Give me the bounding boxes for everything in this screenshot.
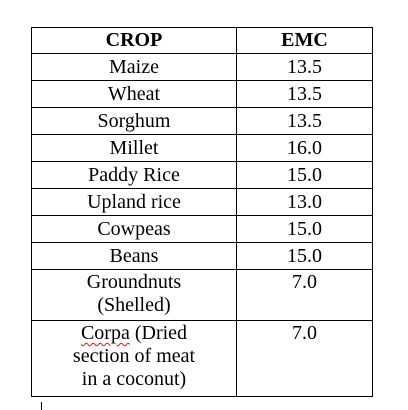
crop-cell: Sorghum [31,107,237,135]
table-row: Groundnuts (Shelled) 7.0 [31,269,373,321]
crop-cell: Paddy Rice [31,161,237,189]
table-row: Beans 15.0 [31,242,373,270]
crop-cell: Beans [31,242,237,270]
crop-cell-line: Groundnuts [86,271,182,293]
emc-cell: 7.0 [236,320,373,397]
crop-cell: Wheat [31,80,237,108]
emc-table: CROP EMC Maize 13.5 Wheat 13.5 Sorghum 1… [31,27,373,397]
crop-cell-line: section of meat [72,345,196,367]
emc-cell: 15.0 [236,215,373,243]
table-row: Sorghum 13.5 [31,107,373,135]
crop-cell: Corpa (Dried section of meat in a coconu… [31,320,237,397]
emc-cell: 13.0 [236,188,373,216]
emc-cell: 13.5 [236,107,373,135]
emc-cell: 16.0 [236,134,373,162]
table-row: Maize 13.5 [31,53,373,81]
emc-cell: 7.0 [236,269,373,321]
text-cursor [41,402,42,410]
spellcheck-flagged-word[interactable]: Corpa [80,322,130,344]
crop-cell: Groundnuts (Shelled) [31,269,237,321]
crop-cell: Cowpeas [31,215,237,243]
crop-cell: Upland rice [31,188,237,216]
crop-cell-line: in a coconut) [81,368,187,390]
table-row: Upland rice 13.0 [31,188,373,216]
crop-cell: Millet [31,134,237,162]
emc-cell: 15.0 [236,242,373,270]
header-emc: EMC [236,27,373,54]
table-row: Paddy Rice 15.0 [31,161,373,189]
crop-cell-line-rest: (Dried [129,322,188,344]
emc-cell: 13.5 [236,80,373,108]
crop-cell-line: Corpa (Dried [36,322,232,345]
table-row: Cowpeas 15.0 [31,215,373,243]
table-header-row: CROP EMC [31,27,373,54]
crop-cell: Maize [31,53,237,81]
table-row: Millet 16.0 [31,134,373,162]
table-row: Corpa (Dried section of meat in a coconu… [31,320,373,397]
table-row: Wheat 13.5 [31,80,373,108]
emc-cell: 15.0 [236,161,373,189]
emc-cell: 13.5 [236,53,373,81]
header-crop: CROP [31,27,237,54]
crop-cell-line: (Shelled) [97,294,171,316]
